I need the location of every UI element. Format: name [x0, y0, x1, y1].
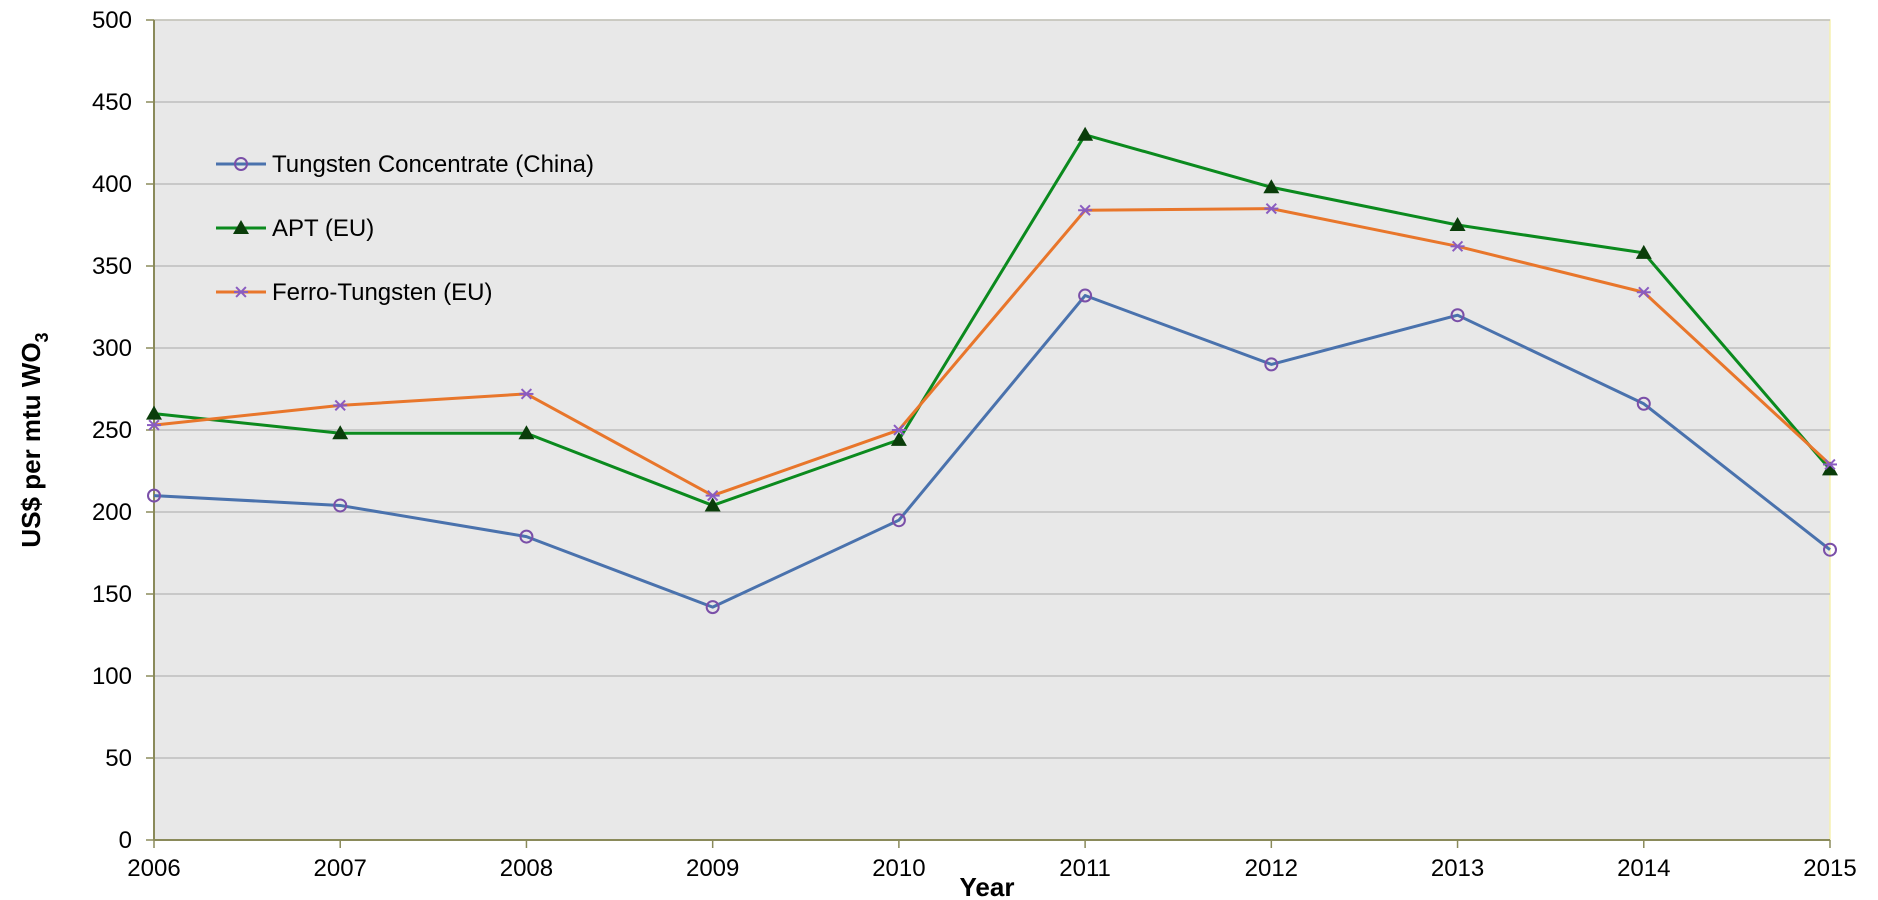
y-axis-title-subscript: 3	[32, 332, 52, 342]
series-line	[153, 207, 1832, 498]
series-2	[147, 202, 1837, 502]
data-point	[1450, 240, 1465, 252]
series-line	[153, 133, 1832, 507]
data-point	[1264, 202, 1279, 215]
data-point	[333, 498, 348, 513]
series-0	[147, 288, 1837, 615]
data-point	[891, 424, 906, 436]
y-tick-label: 0	[119, 827, 132, 854]
data-point	[519, 388, 534, 400]
data-point	[1077, 126, 1094, 141]
data-point	[1078, 288, 1093, 303]
data-point	[146, 405, 162, 420]
x-tick-labels: 2006 2007 2008 2009 2010 2011 2012 2013 2014 2015	[127, 840, 1857, 882]
data-point	[1450, 308, 1465, 323]
y-tick-label: 150	[92, 581, 132, 608]
legend-item: APT (EU)	[216, 215, 374, 242]
y-tick-label: 200	[92, 499, 132, 526]
y-axis-title: US$ per mtu WO3	[16, 332, 52, 547]
legend-marker	[233, 220, 249, 234]
data-point	[891, 513, 906, 528]
legend-item: Ferro-Tungsten (EU)	[216, 279, 493, 306]
data-point	[1636, 286, 1651, 298]
legend-label: APT (EU)	[272, 215, 374, 242]
data-point	[704, 497, 721, 512]
x-tick-label: 2012	[1245, 855, 1298, 882]
series-line	[153, 294, 1831, 609]
legend: Tungsten Concentrate (China) APT (EU) Ferr…	[216, 151, 594, 306]
legend-marker	[234, 157, 248, 171]
data-point	[147, 488, 161, 503]
data-point	[333, 399, 348, 412]
data-point	[1263, 179, 1280, 194]
data-point	[518, 425, 535, 440]
x-tick-label: 2015	[1803, 855, 1856, 882]
data-point	[705, 489, 720, 502]
data-point	[890, 431, 907, 446]
x-tick-label: 2013	[1431, 855, 1484, 882]
y-tick-label: 250	[92, 417, 132, 444]
data-point	[705, 600, 720, 615]
data-point	[1823, 542, 1837, 557]
series-group	[146, 126, 1838, 615]
y-tick-label: 350	[92, 253, 132, 280]
legend-label: Ferro-Tungsten (EU)	[272, 279, 493, 306]
y-tick-label: 50	[105, 745, 132, 772]
data-point	[519, 529, 534, 544]
x-tick-label: 2014	[1617, 855, 1670, 882]
legend-marker	[234, 286, 248, 298]
x-tick-label: 2008	[500, 855, 553, 882]
y-tick-label: 500	[92, 7, 132, 34]
x-axis-title: Year	[960, 872, 1015, 900]
legend-label: Tungsten Concentrate (China)	[272, 151, 594, 178]
data-point	[1823, 458, 1837, 471]
x-tick-label: 2009	[686, 855, 739, 882]
data-point	[1635, 244, 1652, 259]
x-tick-label: 2007	[314, 855, 367, 882]
y-tick-labels: 0 50 100 150 200 250 300 350 400 450 500	[92, 7, 154, 854]
y-tick-label: 100	[92, 663, 132, 690]
data-point	[1449, 217, 1466, 231]
y-axis-title-main: US$ per mtu WO	[16, 342, 46, 547]
y-tick-label: 450	[92, 89, 132, 116]
data-point	[332, 425, 349, 440]
x-tick-label: 2011	[1059, 855, 1111, 882]
data-point	[1636, 396, 1651, 411]
data-point	[147, 419, 161, 431]
y-tick-label: 300	[92, 335, 132, 362]
data-point	[1264, 357, 1279, 372]
data-point	[1822, 461, 1838, 476]
data-point	[1078, 204, 1093, 216]
gridlines	[154, 19, 1830, 759]
x-tick-label: 2006	[127, 855, 180, 882]
x-tick-label: 2010	[872, 855, 925, 882]
legend-item: Tungsten Concentrate (China)	[216, 151, 594, 178]
series-1	[146, 126, 1838, 512]
y-tick-label: 400	[92, 171, 132, 198]
